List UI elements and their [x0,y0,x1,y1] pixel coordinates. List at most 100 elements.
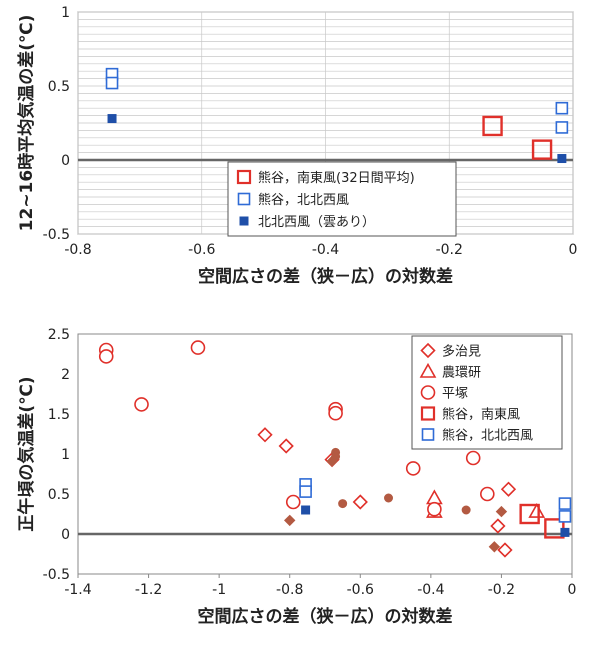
y-tick-label: 2 [61,367,70,383]
data-point [284,514,296,527]
y-tick-label: 0 [61,153,70,169]
data-point [331,451,341,461]
data-point [488,541,501,553]
series-5 [299,478,572,523]
data-point [421,428,435,441]
x-tick-label: -1 [212,582,226,598]
data-point [519,503,540,525]
data-point [555,101,569,115]
legend-item: 熊谷，北北西風 [237,192,349,208]
legend-marker [420,406,436,421]
chart-1: -0.8 -0.6 -0.4 -0.2 0 1 0.5 0 -0.5 空間広さの差（狭－広）の対数… [16,5,577,287]
data-point [405,461,421,476]
x-tick-label: -1.2 [135,582,162,598]
legend-item: 農環研 [419,362,481,381]
legend-label: 熊谷，北北西風 [442,428,533,444]
y-tick-label: 1.5 [48,407,70,423]
legend-label: 平塚 [442,387,468,402]
x-tick-label: -0.6 [188,242,215,258]
data-point [420,385,436,400]
series-3 [107,114,567,164]
legend-item: 平塚 [420,385,468,402]
y-tick-label: 1 [61,447,70,463]
x-tick-label: -1.4 [64,582,91,598]
data-point [461,505,471,515]
data-point [239,216,249,226]
data-point [495,505,508,518]
data-point [384,493,394,503]
series-8 [331,447,471,515]
series-2 [105,67,569,134]
series-1 [482,115,553,160]
legend-label: 北北西風（雲あり） [258,215,375,230]
legend-label: 多治見 [442,344,481,360]
data-point [257,427,273,443]
data-point [278,438,294,454]
legend-item: 多治見 [420,342,481,360]
x-tick-label: -0.8 [64,242,91,258]
data-point [558,510,572,523]
x-tick-label: -0.4 [417,582,444,598]
data-point [352,494,368,510]
data-point [420,342,436,359]
x-axis-title: 空間広さの差（狭－広）の対数差 [198,266,453,287]
y-axis-title: 12~16時平均気温の差(℃) [16,15,37,232]
legend-label: 農環研 [442,366,481,381]
data-point [482,115,503,137]
data-point [107,114,117,124]
legend-label: 熊谷，南東風 [442,407,520,423]
data-point [480,486,495,502]
x-tick-label: -0.2 [436,242,463,258]
data-point [497,542,513,558]
data-point [299,485,312,498]
x-axis-title: 空間広さの差（狭－広）の対数差 [198,606,453,627]
legend-label: 熊谷，北北西風 [258,192,349,208]
y-tick-label: -0.5 [43,227,70,243]
chart-2: -1.4 -1.2 -1 -0.8 -0.6 -0.4 -0.2 0 2.5 2 1.5 1 0.5 0 -… [16,327,576,627]
series-3 [98,340,495,517]
legend-box [411,335,563,450]
legend-item: 北北西風（雲あり） [239,215,375,230]
data-point [338,499,348,509]
y-tick-label: -0.5 [43,567,70,583]
data-point [419,362,437,378]
data-point [98,349,114,364]
legend-item: 熊谷，南東風 [420,406,520,423]
y-tick-label: 0 [61,527,70,543]
series-6 [301,505,570,537]
x-tick-label: -0.8 [276,582,303,598]
data-point [500,481,517,497]
data-point [285,494,301,510]
y-tick-label: 1 [61,5,70,21]
data-point [237,192,251,206]
y-tick-label: 0.5 [48,487,70,503]
legend-marker [236,169,252,185]
y-axis-title: 正午頃の気温差(℃) [16,376,37,531]
data-point [531,139,553,160]
x-tick-label: -0.4 [312,242,339,258]
legend-label: 熊谷，南東風(32日間平均) [258,170,415,186]
data-point [558,497,572,510]
data-point [301,505,311,515]
data-point [105,76,119,90]
data-point [555,121,569,134]
data-point [328,405,343,421]
data-point [528,502,546,518]
y-tick-label: 0.5 [48,79,70,95]
y-tick-label: 2.5 [48,327,70,343]
data-point [465,450,481,466]
data-point [190,340,206,355]
x-tick-label: -0.6 [347,582,374,598]
data-point [560,527,570,537]
legend-item: 熊谷，北北西風 [421,428,533,444]
x-tick-label: 0 [569,242,578,258]
data-point [490,518,506,534]
data-point [557,154,567,164]
data-point [427,501,442,517]
data-point [134,397,149,412]
legend-box [227,161,457,237]
